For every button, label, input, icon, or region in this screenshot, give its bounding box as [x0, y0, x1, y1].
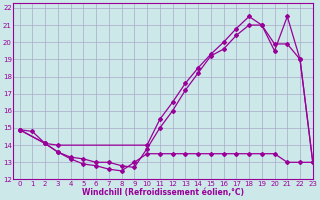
X-axis label: Windchill (Refroidissement éolien,°C): Windchill (Refroidissement éolien,°C) [82, 188, 244, 197]
